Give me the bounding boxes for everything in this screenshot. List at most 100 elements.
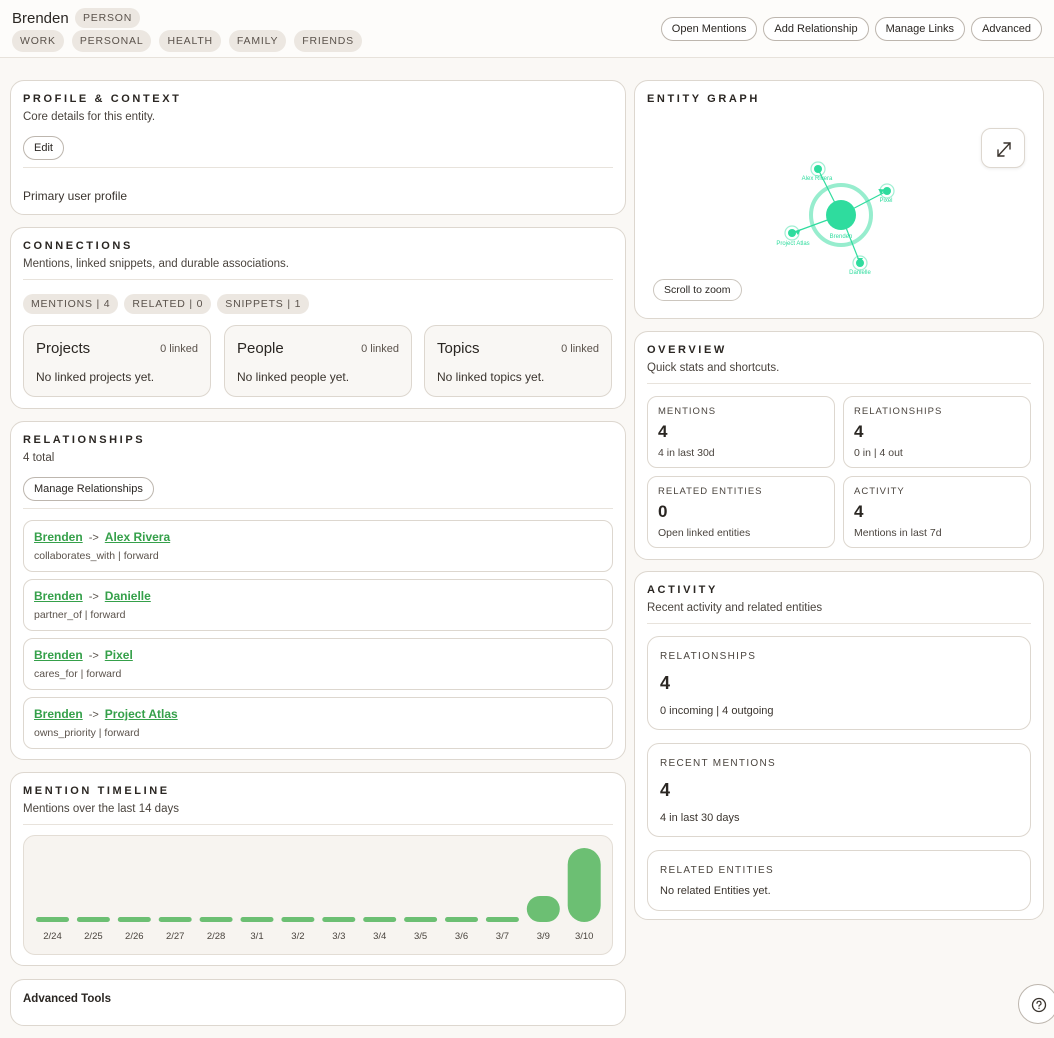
- entity-name: Brenden: [12, 10, 69, 27]
- timeline-bar[interactable]: [240, 917, 274, 922]
- add-relationship-button[interactable]: Add Relationship: [763, 17, 869, 41]
- activity-label: RECENT MENTIONS: [660, 758, 776, 769]
- projects-heading: Projects: [36, 340, 91, 357]
- entity-graph-card: ENTITY GRAPH Brenden Alex: [634, 80, 1044, 319]
- graph-center-node: [826, 200, 856, 230]
- activity-recent-mentions[interactable]: RECENT MENTIONS 4 4 in last 30 days: [647, 743, 1031, 837]
- relationships-card: RELATIONSHIPS 4 total Manage Relationshi…: [10, 421, 626, 760]
- stat-sub: 4 in last 30d: [658, 447, 715, 459]
- connections-title: CONNECTIONS: [23, 240, 133, 252]
- timeline-bar[interactable]: [36, 917, 69, 922]
- snippets-count-chip[interactable]: SNIPPETS | 1: [217, 294, 310, 314]
- connections-card: CONNECTIONS Mentions, linked snippets, a…: [10, 227, 626, 409]
- timeline-bar[interactable]: [363, 917, 397, 922]
- mentions-count-chip[interactable]: MENTIONS | 4: [23, 294, 119, 314]
- timeline-bar[interactable]: [322, 917, 356, 922]
- people-count: 0 linked: [361, 343, 399, 355]
- overview-activity[interactable]: ACTIVITY 4 Mentions in last 7d: [843, 476, 1031, 548]
- stat-sub: Open linked entities: [658, 527, 751, 539]
- timeline-card: MENTION TIMELINE Mentions over the last …: [10, 772, 626, 966]
- profile-title: PROFILE & CONTEXT: [23, 93, 182, 105]
- timeline-chart-area: 2/24 2/25 2/26 2/27 2/28 3/1 3/2 3/3 3/4 3/5 3/6 3/…: [23, 835, 613, 955]
- manage-links-button[interactable]: Manage Links: [874, 17, 966, 41]
- relationships-title: RELATIONSHIPS: [23, 434, 146, 446]
- edit-profile-button[interactable]: Edit: [23, 136, 64, 160]
- timeline-subtitle: Mentions over the last 14 days: [23, 803, 179, 815]
- relationship-to-link[interactable]: Danielle: [104, 589, 151, 603]
- relationship-from-link[interactable]: Brenden: [34, 707, 83, 721]
- advanced-tools-label[interactable]: Advanced Tools: [23, 993, 111, 1005]
- relationship-from-link[interactable]: Brenden: [34, 648, 83, 662]
- relationship-to-link[interactable]: Project Atlas: [104, 707, 178, 721]
- relationship-meta: owns_priority | forward: [34, 727, 140, 739]
- timeline-bar[interactable]: [76, 917, 110, 922]
- tag-health[interactable]: HEALTH: [159, 30, 221, 52]
- activity-related-entities[interactable]: RELATED ENTITIES No related Entities yet…: [647, 850, 1031, 911]
- timeline-tick-label: 3/7: [496, 931, 509, 942]
- activity-sub: 0 incoming | 4 outgoing: [660, 705, 774, 717]
- divider: [23, 167, 613, 168]
- relationship-arrow: ->: [88, 709, 99, 721]
- entity-graph-canvas[interactable]: Brenden Alex Rivera Pixel Project Atlas …: [635, 81, 1045, 320]
- topics-heading: Topics: [437, 340, 480, 357]
- overview-related-entities[interactable]: RELATED ENTITIES 0 Open linked entities: [647, 476, 835, 548]
- timeline-tick-label: 3/5: [414, 931, 427, 942]
- timeline-bar[interactable]: [199, 917, 233, 922]
- tag-friends[interactable]: FRIENDS: [294, 30, 362, 52]
- relationship-from-link[interactable]: Brenden: [34, 530, 83, 544]
- advanced-tools-card[interactable]: Advanced Tools: [10, 979, 626, 1026]
- divider: [23, 279, 613, 280]
- connection-stats: MENTIONS | 4 RELATED | 0 SNIPPETS | 1: [23, 294, 310, 314]
- timeline-tick-label: 2/24: [43, 931, 62, 942]
- divider: [647, 623, 1031, 624]
- activity-card: ACTIVITY Recent activity and related ent…: [634, 571, 1044, 920]
- overview-subtitle: Quick stats and shortcuts.: [647, 362, 780, 374]
- timeline-bar[interactable]: [158, 917, 192, 922]
- activity-relationships[interactable]: RELATIONSHIPS 4 0 incoming | 4 outgoing: [647, 636, 1031, 730]
- topics-empty: No linked topics yet.: [437, 370, 545, 384]
- relationship-to-link[interactable]: Pixel: [104, 648, 133, 662]
- divider: [647, 383, 1031, 384]
- timeline-bar[interactable]: [281, 917, 315, 922]
- graph-title: ENTITY GRAPH: [647, 93, 760, 105]
- timeline-bar[interactable]: [485, 917, 519, 922]
- divider: [23, 508, 613, 509]
- graph-node-ring: [852, 255, 868, 271]
- graph-node-label: Pixel: [879, 198, 892, 204]
- tag-work[interactable]: WORK: [12, 30, 64, 52]
- projects-empty: No linked projects yet.: [36, 370, 155, 384]
- tag-personal[interactable]: PERSONAL: [71, 30, 152, 52]
- overview-relationships[interactable]: RELATIONSHIPS 4 0 in | 4 out: [843, 396, 1031, 468]
- overview-mentions[interactable]: MENTIONS 4 4 in last 30d: [647, 396, 835, 468]
- tag-family[interactable]: FAMILY: [228, 30, 287, 52]
- open-mentions-button[interactable]: Open Mentions: [660, 17, 758, 41]
- timeline-tick-label: 2/27: [166, 931, 185, 942]
- people-empty: No linked people yet.: [237, 370, 350, 384]
- timeline-bar[interactable]: [526, 896, 560, 922]
- timeline-bar[interactable]: [567, 848, 601, 922]
- activity-label: RELATIONSHIPS: [660, 651, 757, 662]
- graph-node-ring: [879, 183, 895, 199]
- timeline-tick-label: 2/28: [207, 931, 226, 942]
- overview-card: OVERVIEW Quick stats and shortcuts. MENT…: [634, 331, 1044, 560]
- graph-center-label: Brenden: [830, 234, 853, 240]
- relationship-from-link[interactable]: Brenden: [34, 589, 83, 603]
- relationship-to-link[interactable]: Alex Rivera: [104, 530, 171, 544]
- expand-graph-button[interactable]: [981, 128, 1025, 168]
- graph-edge-arrow: [878, 189, 885, 195]
- projects-group: Projects 0 linked No linked projects yet…: [23, 325, 211, 397]
- mention-timeline-chart: 2/24 2/25 2/26 2/27 2/28 3/1 3/2 3/3 3/4 3/5 3/6 3/…: [36, 848, 601, 942]
- timeline-bar[interactable]: [445, 917, 478, 922]
- relationship-row: Brenden -> Danielle partner_of | forward: [23, 579, 613, 631]
- timeline-bar[interactable]: [404, 917, 438, 922]
- help-button[interactable]: [1018, 984, 1054, 1024]
- stat-value: 4: [854, 502, 864, 521]
- advanced-button[interactable]: Advanced: [971, 17, 1042, 41]
- profile-subtitle: Core details for this entity.: [23, 111, 156, 123]
- timeline-bar[interactable]: [117, 917, 151, 922]
- manage-relationships-button[interactable]: Manage Relationships: [23, 477, 154, 501]
- activity-label: RELATED ENTITIES: [660, 865, 774, 876]
- stat-label: MENTIONS: [658, 406, 717, 417]
- related-count-chip[interactable]: RELATED | 0: [124, 294, 212, 314]
- people-heading: People: [237, 340, 284, 357]
